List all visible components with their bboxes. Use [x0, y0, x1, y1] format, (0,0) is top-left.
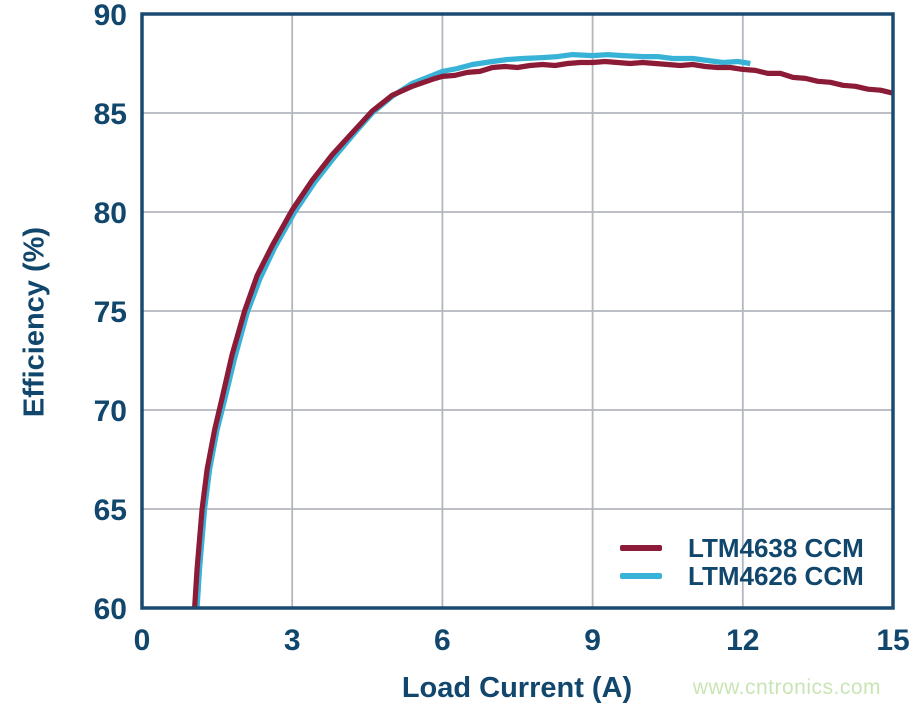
legend-swatch-ltm4638 [620, 545, 662, 551]
x-tick-label-6: 6 [434, 624, 451, 657]
curve-ltm4638-ccm [192, 58, 894, 609]
y-axis-title: Efficiency (%) [18, 226, 51, 418]
legend-item-ltm4638: LTM4638 CCM [620, 534, 864, 562]
y-tick-label-75: 75 [94, 296, 127, 329]
x-tick-label-3: 3 [284, 624, 301, 657]
x-tick-label-0: 0 [134, 624, 151, 657]
legend-label-ltm4626: LTM4626 CCM [688, 561, 864, 591]
x-axis-title: Load Current (A) [401, 672, 633, 704]
y-tick-label-65: 65 [94, 494, 127, 527]
chart-legend: LTM4638 CCM LTM4626 CCM [620, 534, 864, 590]
plot-border [140, 12, 895, 610]
legend-label-ltm4638: LTM4638 CCM [688, 533, 864, 563]
y-tick-label-85: 85 [94, 98, 127, 131]
curve-ltm4626-ccm [194, 52, 751, 609]
x-tick-label-12: 12 [726, 624, 759, 657]
x-tick-label-9: 9 [584, 624, 601, 657]
y-tick-label-90: 90 [94, 0, 127, 32]
legend-item-ltm4626: LTM4626 CCM [620, 562, 864, 590]
y-tick-label-70: 70 [94, 395, 127, 428]
y-tick-label-60: 60 [94, 593, 127, 626]
y-tick-label-80: 80 [94, 197, 127, 230]
x-tick-label-15: 15 [876, 624, 909, 657]
legend-swatch-ltm4626 [620, 573, 662, 579]
watermark-text: www.cntronics.com [692, 676, 881, 699]
